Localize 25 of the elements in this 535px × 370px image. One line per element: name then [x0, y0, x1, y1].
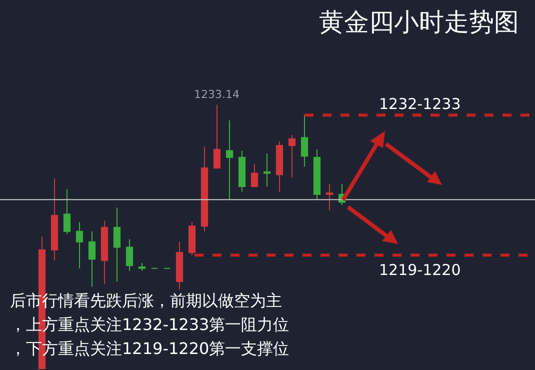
candlestick	[263, 152, 271, 187]
candlestick	[176, 241, 184, 290]
candlestick	[213, 104, 221, 168]
text: 黄金四小时走势图	[318, 7, 519, 36]
candlestick	[188, 222, 196, 256]
candlestick	[63, 188, 71, 234]
candlestick	[113, 207, 121, 282]
text: 1232-1233	[379, 95, 461, 113]
candlestick	[288, 134, 296, 178]
candlestick	[326, 183, 334, 211]
candlestick	[226, 120, 234, 200]
candlestick	[300, 114, 308, 168]
candlestick	[238, 150, 246, 192]
text: 1219-1220	[379, 261, 461, 279]
candlestick	[100, 220, 108, 285]
candlestick	[88, 230, 96, 288]
candlestick	[126, 238, 134, 272]
candlestick	[138, 262, 146, 272]
candlestick	[76, 222, 84, 269]
candlestick	[200, 146, 208, 232]
candlestick	[50, 178, 58, 261]
annotation: 1233.14	[194, 88, 240, 101]
candlestick	[276, 141, 284, 192]
candlestick	[250, 164, 258, 187]
candlestick	[313, 148, 321, 200]
